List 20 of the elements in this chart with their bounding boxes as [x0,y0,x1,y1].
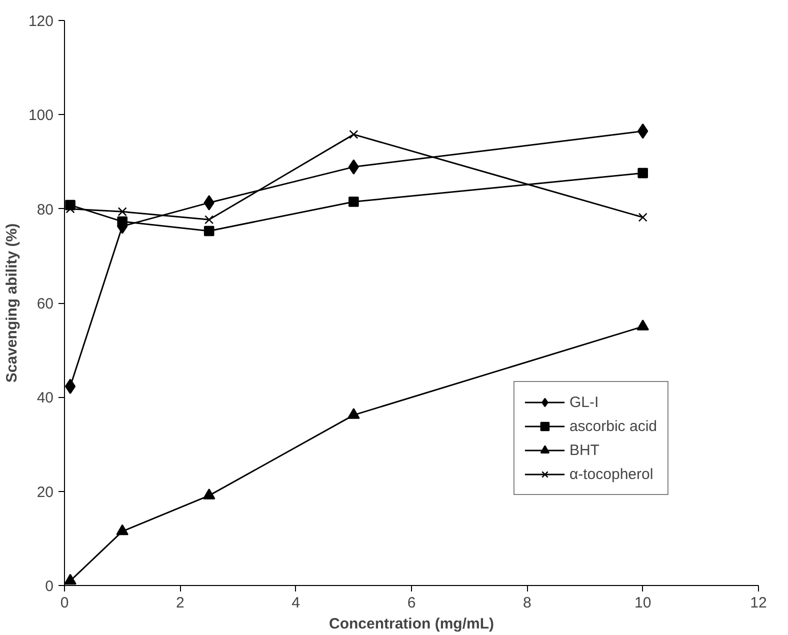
legend-label: BHT [569,442,600,458]
y-tick-label: 20 [36,484,54,501]
x-tick-label: 8 [522,594,532,612]
y-tick-label: 80 [36,201,54,218]
x-axis-title: Concentration (mg/mL) [329,616,494,632]
legend-label: GL-I [569,394,599,410]
y-tick-label: 0 [45,578,54,595]
y-tick-label: 40 [36,390,54,407]
legend-label: α-tocopherol [569,466,654,482]
y-tick-label: 60 [36,296,54,312]
x-tick-label: 10 [634,594,652,612]
x-tick-label: 2 [176,594,184,612]
x-tick-label: 0 [60,594,69,612]
legend-label: ascorbic acid [569,418,657,434]
y-tick-label: 120 [28,13,54,30]
x-tick-label: 12 [750,594,767,612]
y-axis-title: Scavenging ability (%) [3,223,20,383]
y-tick-label: 100 [28,107,54,124]
x-tick-label: 4 [292,594,300,612]
x-tick-label: 6 [407,594,416,612]
